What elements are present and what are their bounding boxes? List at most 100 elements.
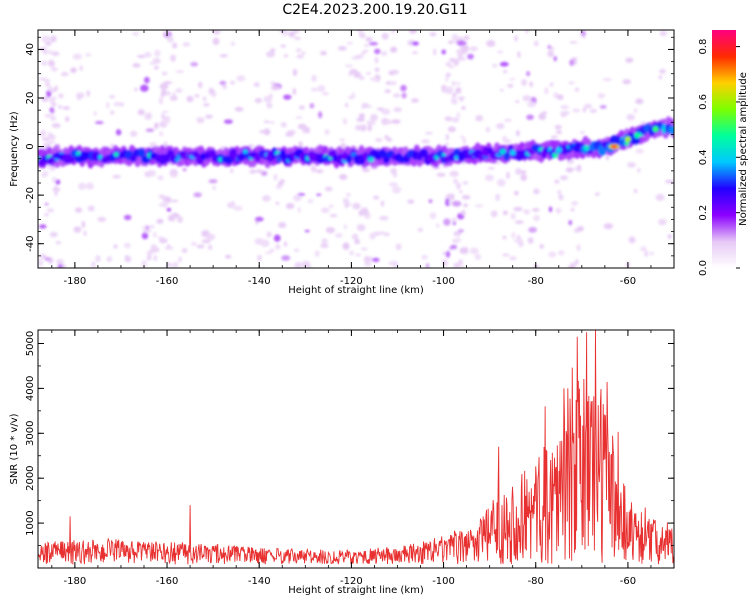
heatmap-cell	[295, 116, 303, 119]
heatmap-cell	[85, 53, 92, 57]
heatmap-cell	[196, 244, 205, 249]
heatmap-cell	[316, 193, 322, 196]
heatmap-cell	[549, 82, 554, 87]
heatmap-cell	[293, 37, 301, 40]
heatmap-cell	[460, 41, 467, 45]
heatmap-cell	[144, 171, 152, 178]
heatmap-cell	[367, 124, 373, 132]
heatmap-cell	[170, 173, 178, 178]
x-tick-label: -60	[620, 276, 636, 287]
heatmap-cell	[526, 114, 534, 120]
heatmap-cell	[262, 195, 271, 202]
heatmap-cell	[513, 206, 523, 212]
heatmap-cell	[583, 144, 590, 151]
y-tick-label: 2000	[25, 465, 36, 490]
heatmap-cell	[389, 81, 397, 86]
heatmap-cell	[124, 254, 130, 261]
heatmap-cell	[432, 48, 437, 56]
heatmap-cell	[359, 75, 365, 81]
heatmap-cell	[150, 246, 160, 253]
heatmap-cell	[381, 108, 391, 115]
heatmap-cell	[392, 172, 398, 178]
heatmap-cell	[280, 44, 287, 48]
x-tick-label: -80	[528, 276, 544, 287]
heatmap-cell	[565, 167, 574, 173]
heatmap-cell	[169, 95, 178, 101]
heatmap-cell	[136, 54, 146, 59]
heatmap-cell	[212, 37, 220, 46]
heatmap-cell	[362, 49, 369, 53]
heatmap-cell	[263, 128, 271, 136]
heatmap-cell	[451, 200, 462, 207]
heatmap-cell	[83, 230, 87, 237]
heatmap-cell	[363, 43, 370, 48]
heatmap-cell	[365, 37, 373, 42]
heatmap-cell	[56, 259, 64, 265]
heatmap-cell	[158, 236, 164, 240]
heatmap-cell	[511, 231, 516, 239]
heatmap-cell	[450, 97, 457, 104]
heatmap-cell	[456, 82, 461, 86]
heatmap-cell	[301, 51, 306, 55]
heatmap-cell	[485, 126, 491, 133]
heatmap-cell	[463, 203, 468, 208]
heatmap-cell	[554, 124, 562, 130]
heatmap-cell	[576, 226, 584, 232]
heatmap-cell	[358, 32, 366, 39]
heatmap-cell	[360, 51, 366, 55]
heatmap-cell	[42, 170, 49, 177]
x-tick-label: -180	[64, 576, 87, 587]
heatmap-cell	[249, 169, 256, 175]
heatmap-cell	[496, 123, 505, 130]
heatmap-cell	[421, 139, 430, 144]
heatmap-cell	[314, 250, 320, 257]
heatmap-cell	[49, 231, 58, 238]
heatmap-cell	[320, 207, 330, 213]
heatmap-cell	[369, 232, 376, 240]
heatmap-cell	[233, 205, 243, 211]
heatmap-cell	[320, 243, 329, 249]
heatmap-cell	[162, 118, 171, 124]
heatmap-cell	[461, 265, 465, 268]
heatmap-cell	[485, 174, 495, 182]
heatmap-cell	[321, 239, 328, 242]
heatmap-cell	[304, 126, 311, 134]
heatmap-cell	[294, 248, 300, 253]
heatmap-cell	[346, 192, 351, 197]
heatmap-cell	[46, 89, 52, 98]
chart-title: C2E4.2023.200.19.20.G11	[282, 2, 468, 18]
heatmap-cell	[225, 254, 232, 259]
heatmap-cell	[273, 234, 281, 242]
heatmap-cell	[278, 221, 287, 229]
heatmap-cell	[322, 92, 329, 96]
heatmap-cell	[502, 69, 508, 74]
heatmap-cell	[41, 96, 49, 102]
heatmap-cell	[453, 230, 462, 237]
heatmap-cell	[317, 84, 326, 92]
heatmap-cell	[148, 62, 158, 65]
heatmap-cell	[55, 179, 61, 185]
heatmap-cell	[503, 118, 513, 122]
heatmap-cell	[208, 87, 215, 95]
y-tick-label: 20	[25, 92, 36, 105]
heatmap-cell	[266, 102, 273, 109]
heatmap-cell	[456, 112, 461, 119]
heatmap-cell	[178, 256, 182, 263]
heatmap-cell	[527, 237, 534, 244]
y-tick-label: 1000	[25, 510, 36, 535]
heatmap-cell	[158, 97, 164, 105]
heatmap-cell	[270, 48, 275, 53]
heatmap-cell	[146, 254, 152, 261]
heatmap-cell	[390, 46, 398, 53]
heatmap-cell	[515, 100, 520, 103]
heatmap-cell	[230, 80, 235, 85]
snr-x-ticks: -180 -160 -140 -120 -100 -80 -60	[51, 330, 675, 587]
y-tick-label: 5000	[25, 331, 36, 356]
heatmap-cell	[576, 164, 582, 173]
heatmap-cell	[351, 92, 356, 100]
heatmap-cell	[203, 102, 210, 107]
heatmap-cell	[553, 55, 557, 62]
heatmap-cell	[47, 86, 54, 92]
heatmap-cell	[345, 64, 353, 68]
heatmap-cell	[354, 239, 361, 245]
